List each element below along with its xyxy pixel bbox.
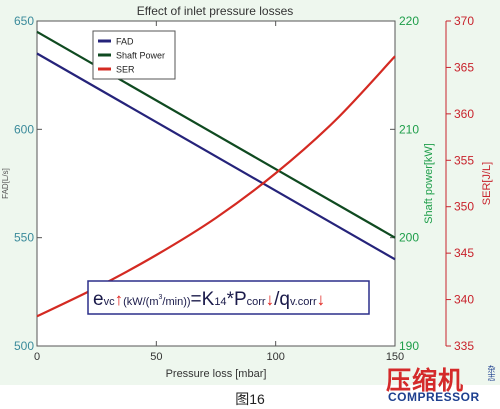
formula-part: e: [93, 289, 104, 310]
legend-label: SER: [116, 65, 135, 75]
formula-part: =K: [191, 289, 215, 310]
series-line-fad: [36, 52, 396, 261]
legend: FAD Shaft Power SER: [92, 30, 176, 80]
ser-tick-label: 350: [454, 200, 474, 214]
ser-tick-label: 355: [454, 153, 474, 167]
publisher-logo: 压缩机 COMPRESSOR 杂志: [386, 365, 496, 405]
power-tick-label: 190: [399, 339, 419, 353]
formula-part: v.corr: [290, 296, 317, 308]
formula-part: 3: [159, 294, 163, 301]
formula-part: vc: [104, 296, 116, 308]
formula-box: [87, 280, 370, 315]
logo-side-text: 杂志: [487, 365, 496, 381]
formula-part: /min)): [162, 296, 190, 308]
x-tick-label: 50: [150, 351, 162, 363]
fad-tick-label: 500: [14, 339, 34, 353]
logo-english-text: COMPRESSOR: [388, 390, 480, 404]
formula-text: evc↑(kW/(m3/min))=K14*Pcorr↓/qv.corr↓: [93, 289, 325, 310]
legend-label: FAD: [116, 37, 134, 47]
fad-axis-label: FAD[L/s]: [1, 168, 10, 199]
chart: Effect of inlet pressure losses 0 50 100 15…: [1, 4, 493, 380]
fad-tick-label: 650: [14, 14, 34, 28]
formula-part: 14: [214, 296, 226, 308]
fad-tick-label: 550: [14, 231, 34, 245]
x-tick-label: 0: [34, 351, 40, 363]
x-tick-label: 100: [266, 351, 284, 363]
formula-part: /q: [274, 289, 290, 310]
ser-tick-label: 370: [454, 14, 474, 28]
logo-chinese-text: 压缩机: [386, 366, 465, 395]
chart-frame: Effect of inlet pressure losses 0 50 100 15…: [0, 0, 500, 385]
power-tick-label: 220: [399, 14, 419, 28]
fad-tick-label: 600: [14, 122, 34, 136]
formula-part: corr: [247, 296, 266, 308]
formula-annotation: evc↑(kW/(m3/min))=K14*Pcorr↓/qv.corr↓: [87, 280, 370, 315]
formula-part: ↑: [115, 290, 124, 309]
ser-tick-label: 335: [454, 339, 474, 353]
formula-part: ↓: [266, 290, 275, 309]
power-tick-label: 200: [399, 231, 419, 245]
ser-tick-label: 340: [454, 293, 474, 307]
power-tick-label: 210: [399, 122, 419, 136]
legend-label: Shaft Power: [116, 51, 165, 61]
ser-tick-label: 365: [454, 60, 474, 74]
power-axis-label: Shaft power[kW]: [423, 143, 435, 224]
ser-tick-label: 360: [454, 107, 474, 121]
ser-tick-label: 345: [454, 246, 474, 260]
figure-caption: 图16: [235, 391, 265, 407]
x-axis-label: Pressure loss [mbar]: [166, 368, 267, 380]
formula-part: *P: [227, 289, 247, 310]
ser-axis-label: SER[J/L]: [481, 162, 493, 205]
formula-part: ↓: [317, 290, 326, 309]
chart-title: Effect of inlet pressure losses: [137, 4, 294, 18]
x-tick-label: 150: [386, 351, 404, 363]
formula-part: (kW/(m: [123, 296, 158, 308]
